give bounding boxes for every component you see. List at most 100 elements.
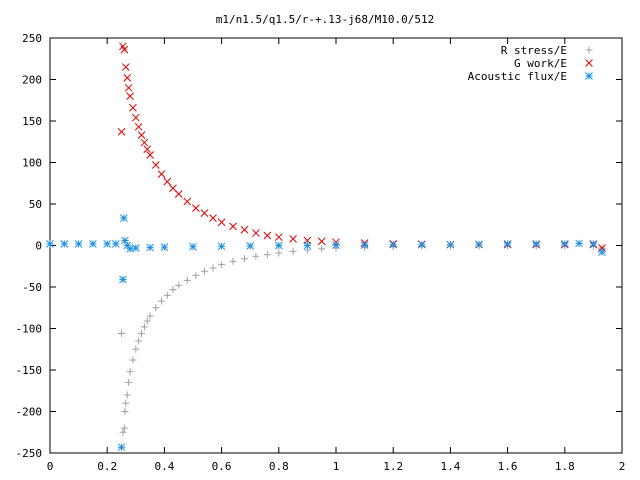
data-point — [209, 214, 217, 222]
data-point — [275, 249, 283, 257]
data-point — [120, 45, 129, 54]
data-point — [192, 204, 200, 213]
data-point — [137, 131, 146, 139]
x-tick-label: 0 — [47, 460, 54, 473]
data-point — [134, 122, 143, 131]
legend-label: G work/E — [514, 57, 567, 70]
data-point — [121, 408, 129, 415]
data-point — [229, 257, 237, 265]
data-point — [217, 218, 226, 227]
data-point — [246, 242, 255, 250]
data-point — [475, 240, 483, 249]
data-point — [119, 275, 127, 284]
legend-label: Acoustic flux/E — [468, 70, 567, 83]
chart-title: m1/n1.5/q1.5/r-+.13-j68/M10.0/512 — [216, 13, 435, 26]
y-tick-label: 50 — [29, 198, 42, 211]
data-point — [138, 329, 146, 337]
data-point — [120, 424, 128, 432]
data-point — [389, 240, 398, 249]
data-point — [175, 281, 183, 289]
data-point — [124, 83, 133, 92]
data-point — [46, 239, 54, 248]
data-point — [140, 138, 149, 147]
data-point — [140, 323, 148, 331]
data-point — [122, 399, 130, 407]
data-point — [332, 241, 340, 249]
data-point — [123, 73, 132, 82]
data-point — [157, 170, 166, 178]
x-tick-label: 1.6 — [498, 460, 518, 473]
plot-axes: 0 0.2 0.4 0.6 0.8 1 1.2 1.4 1.6 1.8 2 -250 -200 -150 -… — [16, 32, 626, 473]
data-point — [74, 239, 83, 248]
data-point — [103, 239, 112, 248]
data-point — [317, 237, 326, 246]
data-point — [129, 356, 137, 364]
data-point — [560, 239, 569, 248]
data-point — [146, 243, 154, 252]
x-tick-label: 0.2 — [97, 460, 117, 473]
data-point — [532, 239, 541, 248]
data-point — [117, 127, 126, 136]
legend-marker — [585, 46, 593, 54]
data-point — [143, 317, 151, 325]
data-point — [126, 92, 134, 100]
x-tick-label: 2 — [619, 460, 626, 473]
data-point — [200, 267, 208, 275]
data-point — [252, 229, 260, 237]
x-tick-label: 1 — [333, 460, 340, 473]
data-point — [229, 222, 237, 231]
data-point — [126, 368, 134, 376]
data-points — [46, 42, 606, 452]
data-point — [200, 209, 209, 217]
data-point — [589, 239, 598, 248]
data-point — [503, 239, 512, 248]
data-point — [274, 241, 283, 250]
data-point — [135, 337, 143, 345]
data-point — [209, 264, 217, 272]
data-point — [183, 197, 192, 206]
y-tick-label: 200 — [22, 74, 42, 87]
data-point — [123, 391, 131, 399]
data-point — [274, 233, 283, 242]
data-point — [60, 239, 69, 248]
data-point — [289, 247, 297, 255]
data-point — [189, 242, 197, 251]
x-tick-label: 0.8 — [269, 460, 289, 473]
data-point — [303, 241, 312, 250]
data-point — [125, 378, 133, 386]
data-point — [151, 161, 160, 169]
data-point — [111, 239, 120, 248]
x-tick-label: 1.4 — [440, 460, 460, 473]
data-point — [169, 285, 177, 293]
y-tick-label: -50 — [22, 281, 42, 294]
data-point — [146, 312, 154, 320]
data-point — [174, 190, 183, 198]
x-tick-label: 0.4 — [154, 460, 174, 473]
data-point — [146, 151, 154, 159]
data-point — [252, 252, 260, 260]
y-tick-label: 100 — [22, 157, 42, 170]
legend-label: R stress/E — [501, 44, 567, 57]
data-point — [318, 245, 326, 253]
data-point — [119, 214, 128, 222]
data-point — [446, 240, 455, 249]
data-point — [117, 443, 126, 452]
data-point — [131, 244, 140, 252]
y-tick-label: 0 — [35, 240, 42, 253]
data-point — [132, 345, 140, 353]
data-point — [163, 291, 171, 299]
data-point — [360, 241, 369, 249]
x-tick-label: 1.2 — [383, 460, 403, 473]
data-point — [417, 240, 426, 249]
data-point — [152, 304, 160, 312]
series-1 — [118, 242, 606, 436]
data-point — [263, 231, 272, 240]
data-point — [240, 225, 249, 234]
data-point — [118, 329, 125, 337]
x-tick-label: 0.6 — [212, 460, 232, 473]
x-tick-label: 1.8 — [555, 460, 575, 473]
data-point — [119, 428, 127, 436]
data-point — [163, 177, 172, 186]
